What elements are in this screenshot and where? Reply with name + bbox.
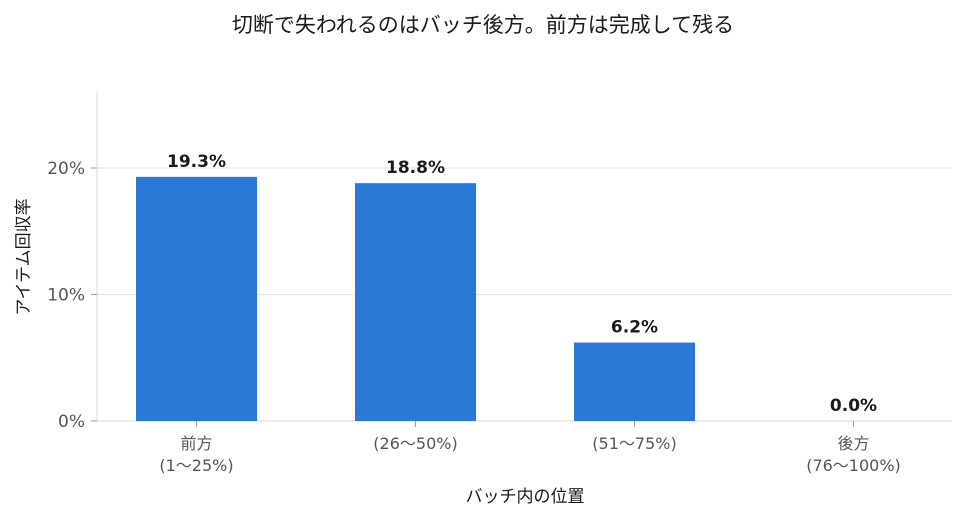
y-tick-label: 0% xyxy=(58,412,85,432)
data-labels: 19.3% 18.8% 6.2% 0.0% xyxy=(167,152,877,416)
x-tick-label: (1〜25%) xyxy=(159,456,233,475)
x-tick-label: 後方 xyxy=(837,434,869,453)
y-axis-label: アイテム回収率 xyxy=(14,198,34,315)
data-label: 19.3% xyxy=(167,152,226,172)
data-label: 6.2% xyxy=(611,318,658,338)
x-axis-label: バッチ内の位置 xyxy=(466,487,585,507)
x-tick-label: 前方 xyxy=(180,434,212,453)
y-tick-label: 20% xyxy=(47,159,85,179)
bar xyxy=(136,176,257,421)
x-ticks: 前方 (1〜25%) (26〜50%) (51〜75%) 後方 (76〜100%) xyxy=(159,421,901,475)
data-label: 0.0% xyxy=(830,396,877,416)
bar xyxy=(574,342,695,421)
bar xyxy=(355,183,476,421)
chart-title: 切断で失われるのはバッチ後方。前方は完成して残る xyxy=(232,13,734,37)
x-tick-label: (26〜50%) xyxy=(373,434,457,453)
bars xyxy=(136,176,695,421)
data-label: 18.8% xyxy=(386,158,445,178)
x-tick-label: (51〜75%) xyxy=(592,434,676,453)
y-tick-label: 10% xyxy=(47,286,85,306)
x-tick-label: (76〜100%) xyxy=(806,456,901,475)
y-ticks: 0% 10% 20% xyxy=(47,159,97,432)
